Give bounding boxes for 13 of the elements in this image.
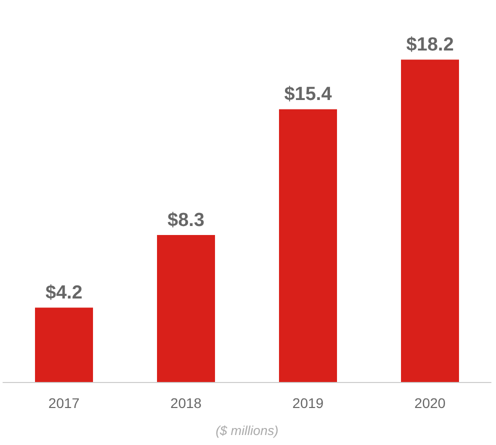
x-tick-label: 2019	[292, 395, 324, 411]
data-label: $18.2	[406, 34, 454, 56]
data-label: $15.4	[284, 84, 332, 106]
x-tick-label: 2017	[48, 395, 80, 411]
x-tick-label: 2020	[414, 395, 446, 411]
bar	[35, 308, 93, 382]
data-label: $4.2	[46, 282, 82, 304]
bar	[157, 234, 215, 382]
bar	[401, 60, 459, 382]
bar	[279, 109, 337, 382]
x-tick-label: 2018	[170, 395, 202, 411]
x-axis-title: ($ millions)	[216, 423, 278, 438]
data-label: $8.3	[168, 210, 204, 231]
